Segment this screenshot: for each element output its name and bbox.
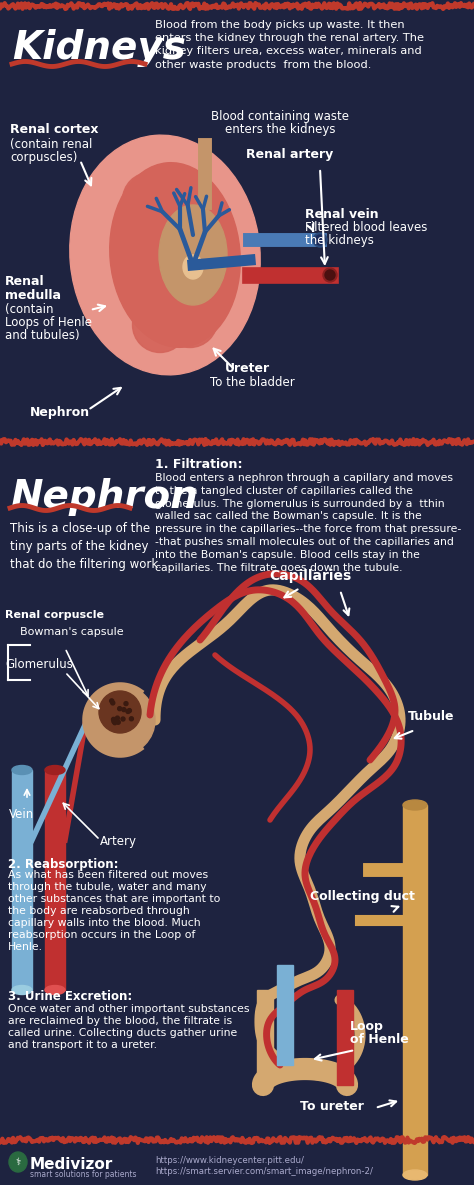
Bar: [257, 989, 273, 1085]
Text: Loop: Loop: [350, 1020, 384, 1033]
Text: 1. Filtration:: 1. Filtration:: [155, 457, 243, 470]
Ellipse shape: [325, 270, 335, 280]
Text: Nephron: Nephron: [30, 406, 90, 419]
Bar: [277, 965, 293, 1065]
Ellipse shape: [126, 710, 130, 713]
Text: This is a close-up of the
tiny parts of the kidney
that do the filtering work.: This is a close-up of the tiny parts of …: [10, 523, 162, 571]
Text: enters the kidneys: enters the kidneys: [225, 123, 335, 136]
Ellipse shape: [70, 135, 260, 374]
Text: As what has been filtered out moves: As what has been filtered out moves: [8, 870, 208, 880]
Ellipse shape: [313, 233, 327, 246]
Text: other substances that are important to: other substances that are important to: [8, 893, 220, 904]
Ellipse shape: [167, 232, 222, 288]
Text: Renal cortex: Renal cortex: [10, 123, 99, 136]
Text: Blood from the body picks up waste. It then
enters the kidney through the renal : Blood from the body picks up waste. It t…: [155, 20, 424, 70]
Text: Medivizor: Medivizor: [30, 1157, 113, 1172]
Text: Glomerulus: Glomerulus: [5, 658, 73, 671]
Ellipse shape: [118, 706, 122, 711]
Ellipse shape: [116, 720, 120, 724]
Ellipse shape: [110, 162, 240, 347]
Ellipse shape: [112, 243, 167, 297]
Text: Renal artery: Renal artery: [246, 148, 334, 161]
Text: ⚕: ⚕: [15, 1157, 21, 1167]
Ellipse shape: [163, 293, 218, 347]
Text: (contain renal: (contain renal: [10, 137, 92, 150]
Text: To ureter: To ureter: [300, 1100, 364, 1113]
Text: and transport it to a ureter.: and transport it to a ureter.: [8, 1040, 157, 1050]
Text: Renal vein: Renal vein: [305, 209, 379, 220]
Text: Filtered blood leaves: Filtered blood leaves: [305, 220, 428, 233]
Ellipse shape: [121, 717, 125, 720]
Text: smart solutions for patients: smart solutions for patients: [30, 1170, 137, 1179]
Ellipse shape: [403, 1170, 427, 1180]
Text: (contain: (contain: [5, 303, 54, 316]
Text: Tubule: Tubule: [408, 710, 455, 723]
Ellipse shape: [128, 709, 131, 712]
Text: Bowman's capsule: Bowman's capsule: [20, 627, 124, 638]
Text: Once water and other important substances: Once water and other important substance…: [8, 1004, 249, 1014]
Bar: [403, 805, 427, 1176]
Text: the body are reabsorbed through: the body are reabsorbed through: [8, 907, 190, 916]
Text: reabsorption occurs in the Loop of: reabsorption occurs in the Loop of: [8, 930, 195, 940]
Ellipse shape: [315, 235, 325, 245]
Ellipse shape: [159, 205, 227, 305]
Ellipse shape: [111, 717, 116, 722]
Text: Blood containing waste: Blood containing waste: [211, 110, 349, 123]
Text: through the tubule, water and many: through the tubule, water and many: [8, 882, 207, 892]
Text: capillary walls into the blood. Much: capillary walls into the blood. Much: [8, 918, 201, 928]
Text: https://www.kidneycenter.pitt.edu/: https://www.kidneycenter.pitt.edu/: [155, 1157, 304, 1165]
Text: Blood enters a nephron through a capillary and moves
to the a tangled cluster of: Blood enters a nephron through a capilla…: [155, 473, 461, 572]
Text: 3. Urine Excretion:: 3. Urine Excretion:: [8, 989, 132, 1003]
Text: Artery: Artery: [100, 835, 137, 848]
Ellipse shape: [403, 800, 427, 811]
Ellipse shape: [12, 986, 32, 994]
Ellipse shape: [133, 297, 188, 352]
Ellipse shape: [9, 1152, 27, 1172]
Text: Collecting duct: Collecting duct: [310, 890, 415, 903]
Ellipse shape: [157, 173, 212, 228]
Ellipse shape: [112, 719, 116, 723]
Text: Nephron: Nephron: [10, 478, 198, 515]
Text: of Henle: of Henle: [350, 1033, 409, 1046]
Text: Loops of Henle: Loops of Henle: [5, 316, 92, 329]
Text: Henle.: Henle.: [8, 942, 43, 952]
Text: the kidneys: the kidneys: [305, 233, 374, 246]
Text: https://smart.servier.com/smart_image/nephron-2/: https://smart.servier.com/smart_image/ne…: [155, 1167, 373, 1176]
Text: Renal: Renal: [5, 275, 45, 288]
Text: Capillaries: Capillaries: [269, 569, 351, 583]
Text: Kidneys: Kidneys: [12, 28, 186, 68]
Ellipse shape: [99, 691, 141, 734]
Text: medulla: medulla: [5, 289, 61, 302]
Text: called urine. Collecting ducts gather urine: called urine. Collecting ducts gather ur…: [8, 1029, 237, 1038]
Ellipse shape: [183, 255, 203, 278]
Text: Renal corpuscle: Renal corpuscle: [5, 610, 104, 620]
Text: corpuscles): corpuscles): [10, 150, 77, 164]
Ellipse shape: [111, 700, 115, 705]
Ellipse shape: [85, 685, 155, 755]
Ellipse shape: [45, 986, 65, 994]
Ellipse shape: [122, 707, 126, 712]
Ellipse shape: [124, 702, 128, 705]
Ellipse shape: [12, 766, 32, 775]
Text: are reclaimed by the blood, the filtrate is: are reclaimed by the blood, the filtrate…: [8, 1016, 232, 1026]
Bar: [12, 770, 32, 989]
Text: Ureter: Ureter: [225, 361, 270, 374]
Ellipse shape: [122, 173, 177, 228]
Bar: [337, 989, 353, 1085]
Ellipse shape: [116, 716, 119, 720]
Ellipse shape: [113, 720, 117, 725]
Ellipse shape: [129, 717, 133, 720]
Ellipse shape: [109, 699, 114, 703]
Text: Vein: Vein: [9, 808, 35, 821]
Text: To the bladder: To the bladder: [210, 376, 295, 389]
Text: and tubules): and tubules): [5, 329, 80, 342]
Ellipse shape: [323, 268, 337, 282]
Ellipse shape: [45, 766, 65, 775]
Text: 2. Reabsorption:: 2. Reabsorption:: [8, 858, 118, 871]
Bar: [45, 770, 65, 989]
